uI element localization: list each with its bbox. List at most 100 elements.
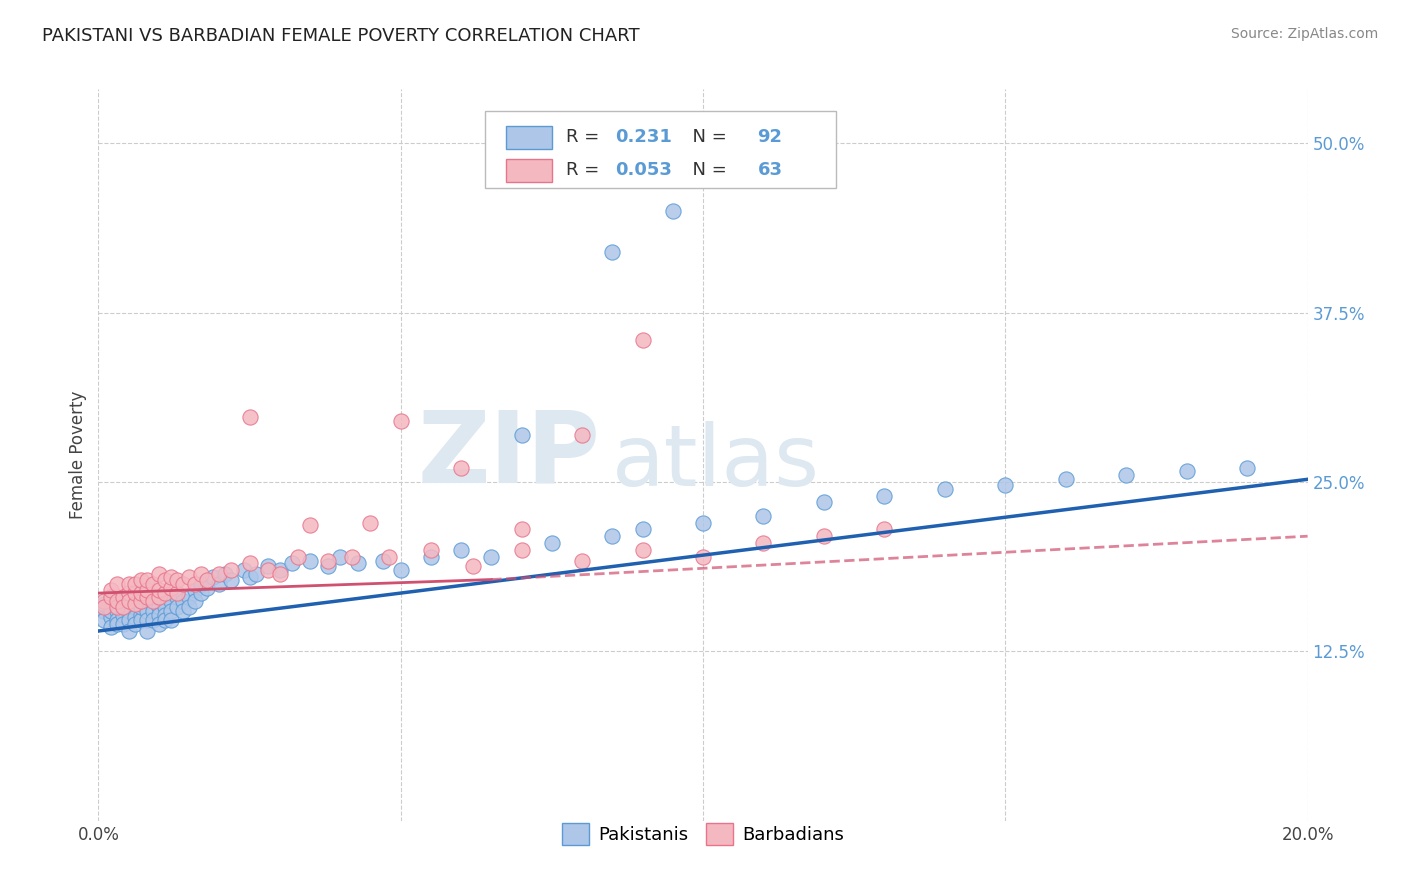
Point [124,597,146,611]
Point [360,516,382,530]
Point [111,599,134,614]
Point [105,594,128,608]
Point [510,523,533,537]
Text: N =: N = [682,161,733,179]
Point [111,599,134,614]
Point [105,590,128,604]
FancyBboxPatch shape [485,112,837,188]
Point [195,573,218,587]
Point [160,594,183,608]
Point [1054,472,1077,486]
Point [661,204,683,219]
Point [934,482,956,496]
Point [124,586,146,600]
Point [153,607,176,622]
Point [129,586,152,600]
Point [281,556,304,570]
Point [692,516,714,530]
Point [752,508,775,523]
Point [510,427,533,442]
Point [100,590,122,604]
Point [111,607,134,622]
Point [118,613,141,627]
Point [135,594,157,608]
Point [172,594,194,608]
Point [166,599,188,614]
Text: 0.231: 0.231 [614,128,672,146]
Point [389,563,412,577]
Point [142,590,165,604]
Point [93,604,115,618]
Point [239,409,262,424]
Point [179,570,201,584]
Point [93,599,115,614]
Point [118,590,141,604]
Point [148,590,170,604]
Point [190,567,212,582]
Text: 92: 92 [758,128,782,146]
Point [873,489,896,503]
Point [105,613,128,627]
Point [124,594,146,608]
Point [166,586,188,600]
Point [153,586,176,600]
Text: 0.053: 0.053 [614,161,672,179]
Point [100,604,122,618]
Point [142,613,165,627]
Point [111,594,134,608]
Point [124,610,146,624]
Text: N =: N = [682,128,733,146]
Point [160,570,183,584]
Point [214,567,236,582]
Point [124,599,146,614]
Point [118,594,141,608]
Point [184,583,207,598]
Point [463,559,485,574]
FancyBboxPatch shape [506,126,551,149]
Point [481,549,503,564]
Point [329,549,352,564]
Point [135,624,157,638]
FancyBboxPatch shape [506,159,551,182]
Point [752,536,775,550]
Point [631,523,654,537]
Point [135,604,157,618]
Legend: Pakistanis, Barbadians: Pakistanis, Barbadians [554,815,852,852]
Point [347,556,370,570]
Point [105,597,128,611]
Point [142,594,165,608]
Point [813,495,835,509]
Point [142,576,165,591]
Point [166,573,188,587]
Point [377,549,399,564]
Point [420,542,443,557]
Point [118,586,141,600]
Point [269,567,291,582]
Point [118,594,141,608]
Point [208,576,231,591]
Point [602,529,624,543]
Point [208,567,231,582]
Point [602,244,624,259]
Text: 63: 63 [758,161,782,179]
Point [1236,461,1258,475]
Point [692,549,714,564]
Point [160,613,183,627]
Point [93,597,115,611]
Point [172,604,194,618]
Point [172,576,194,591]
Point [420,549,443,564]
Point [179,590,201,604]
Point [153,599,176,614]
Point [179,599,201,614]
Point [202,570,225,584]
Point [631,333,654,347]
Point [100,610,122,624]
Point [450,542,472,557]
Point [148,567,170,582]
Point [148,607,170,622]
Y-axis label: Female Poverty: Female Poverty [69,391,87,519]
Point [571,553,593,567]
Point [111,617,134,632]
Point [118,576,141,591]
